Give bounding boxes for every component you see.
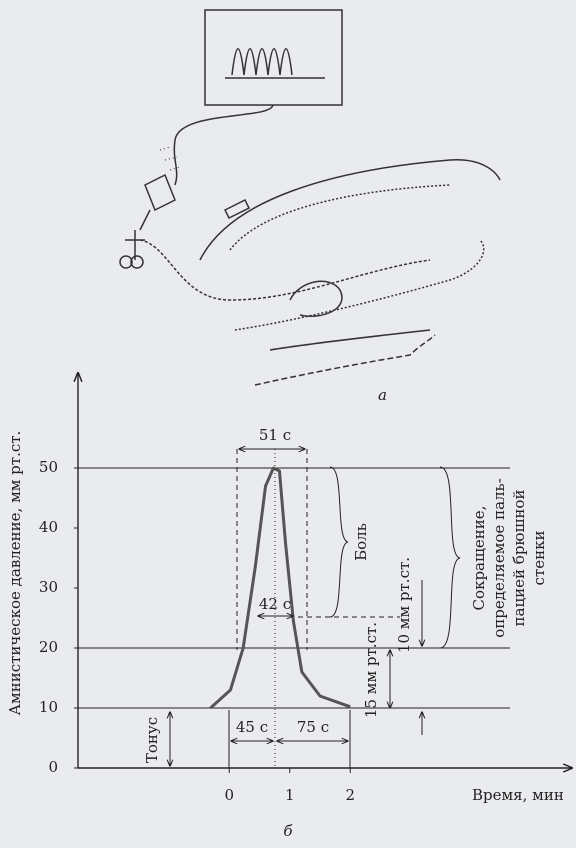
annotation: 45 с bbox=[236, 718, 268, 736]
y-tick-label: 20 bbox=[39, 638, 58, 656]
y-tick-label: 30 bbox=[39, 578, 58, 596]
annotation: 51 с bbox=[259, 426, 291, 444]
annotation: Тонус bbox=[143, 717, 161, 763]
annotation: Боль bbox=[352, 523, 370, 561]
annotation: 42 с bbox=[259, 595, 291, 613]
annotations: 51 с 42 с 45 с 75 с Боль Сокращение, опр… bbox=[143, 426, 548, 768]
y-tick-label: 0 bbox=[48, 758, 58, 776]
annotation: пацией брюшной bbox=[510, 490, 528, 627]
y-tick-label: 40 bbox=[39, 518, 58, 536]
panel-label: б bbox=[283, 822, 293, 840]
annotation: 10 мм рт.ст. bbox=[395, 557, 413, 653]
x-axis-label: Время, мин bbox=[472, 786, 564, 804]
annotation: Сокращение, bbox=[470, 506, 488, 611]
chart: 0 10 20 30 40 50 0 1 2 bbox=[39, 373, 572, 804]
annotation: 75 с bbox=[297, 718, 329, 736]
annotation: определяемое паль- bbox=[490, 478, 508, 638]
panel-label: а bbox=[378, 386, 387, 404]
annotation: 15 мм рт.ст. bbox=[362, 622, 380, 718]
illustration bbox=[119, 9, 501, 386]
y-tick-label: 10 bbox=[39, 698, 58, 716]
y-tick-label: 50 bbox=[39, 458, 58, 476]
y-axis-label: Амнистическое давление, мм рт.ст. bbox=[6, 431, 24, 716]
x-tick-label: 1 bbox=[285, 786, 295, 804]
data-line bbox=[209, 466, 351, 710]
annotation: стенки bbox=[530, 531, 548, 586]
x-tick-label: 0 bbox=[224, 786, 234, 804]
x-tick-label: 2 bbox=[345, 786, 355, 804]
